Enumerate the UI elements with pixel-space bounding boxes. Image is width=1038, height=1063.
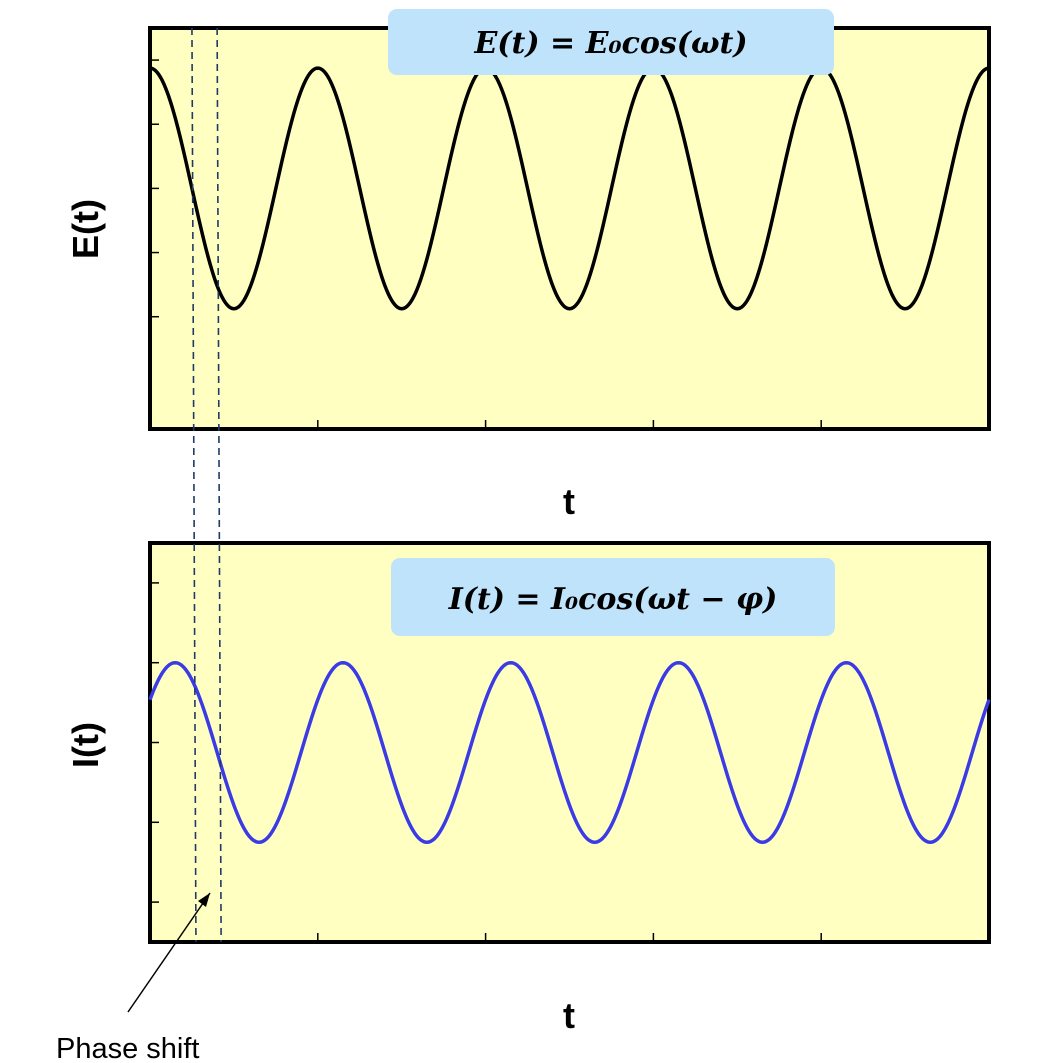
e-plot-frame xyxy=(148,26,991,431)
i-x-ticks xyxy=(317,933,822,942)
phase-shift-annotation: Phase shift xyxy=(56,892,211,1063)
i-y-ticks xyxy=(150,582,159,903)
phase-guide-line xyxy=(191,27,197,943)
e-equation: E(t) = E₀cos(ωt) xyxy=(473,26,747,61)
phase-guide-lines xyxy=(191,27,222,943)
e-x-ticks xyxy=(317,420,822,429)
current-panel: I(t) = I₀cos(ωt − φ) I(t) t xyxy=(65,541,991,1036)
i-equation-box: I(t) = I₀cos(ωt − φ) xyxy=(391,558,835,636)
annotation-arrow-line xyxy=(127,892,211,1013)
phase-guide-line xyxy=(216,27,222,943)
e-field-panel: E(t) = E₀cos(ωt) E(t) t xyxy=(65,9,991,522)
i-x-axis-label: t xyxy=(563,995,575,1036)
e-x-axis-label: t xyxy=(563,481,575,522)
i-equation: I(t) = I₀cos(ωt − φ) xyxy=(448,582,778,617)
e-equation-box-bg xyxy=(388,9,834,75)
i-y-axis-label: I(t) xyxy=(65,722,106,768)
e-y-axis-label: E(t) xyxy=(65,199,106,259)
e-equation-box: E(t) = E₀cos(ωt) xyxy=(388,9,834,75)
current-curve xyxy=(148,660,991,844)
phase-shift-label: Phase shift xyxy=(56,1033,199,1063)
e-field-curve xyxy=(149,66,990,311)
e-y-ticks xyxy=(150,59,159,318)
annotation-arrow-head xyxy=(198,893,210,907)
i-equation-box-bg xyxy=(391,558,835,636)
